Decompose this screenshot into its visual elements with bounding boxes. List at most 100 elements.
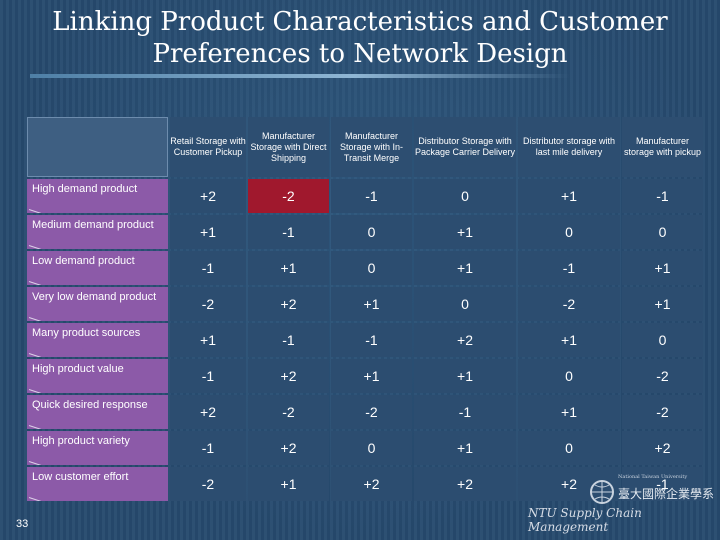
title-line-2: Preferences to Network Design <box>152 39 568 69</box>
header-row: Retail Storage with Customer Pickup Manu… <box>27 117 703 177</box>
table-cell: -2 <box>518 287 620 321</box>
column-header: Manufacturer Storage with In-Transit Mer… <box>331 117 412 177</box>
row-header-decoration <box>28 317 51 321</box>
table-cell: -2 <box>622 395 703 429</box>
table-cell: +2 <box>331 467 412 501</box>
table-cell: -1 <box>622 467 703 501</box>
table-cell: +1 <box>170 323 246 357</box>
row-label: Low demand product <box>32 255 135 267</box>
row-header: Quick desired response <box>27 395 168 429</box>
table-cell: 0 <box>622 215 703 249</box>
table-row: High demand product +2 -2 -1 0 +1 -1 <box>27 179 703 213</box>
row-header-decoration <box>28 425 51 429</box>
row-label: Low customer effort <box>32 471 129 483</box>
table-cell: +1 <box>414 215 516 249</box>
column-header: Retail Storage with Customer Pickup <box>170 117 246 177</box>
table-cell: -2 <box>170 287 246 321</box>
table-cell: 0 <box>414 179 516 213</box>
table-cell: +1 <box>331 287 412 321</box>
row-header: Low customer effort <box>27 467 168 501</box>
column-header: Manufacturer Storage with Direct Shippin… <box>248 117 329 177</box>
row-header: Very low demand product <box>27 287 168 321</box>
table-cell: -2 <box>622 359 703 393</box>
footer-brand: NTU Supply Chain Management <box>528 506 642 534</box>
table-cell: 0 <box>518 215 620 249</box>
table-row: Many product sources +1 -1 -1 +2 +1 0 <box>27 323 703 357</box>
table-cell: +1 <box>518 323 620 357</box>
row-label: High product variety <box>32 435 130 447</box>
table-cell: +2 <box>170 179 246 213</box>
table-row: Very low demand product -2 +2 +1 0 -2 +1 <box>27 287 703 321</box>
table-cell: 0 <box>331 215 412 249</box>
table-cell: +1 <box>622 251 703 285</box>
table-cell: -2 <box>170 467 246 501</box>
table-cell: +2 <box>414 467 516 501</box>
table-cell: -1 <box>248 323 329 357</box>
table-cell: -1 <box>331 179 412 213</box>
network-design-table: Retail Storage with Customer Pickup Manu… <box>25 115 705 503</box>
table-cell: +2 <box>622 431 703 465</box>
table-cell: -1 <box>170 359 246 393</box>
logo-text-main: 臺大國際企業學系 <box>618 486 714 501</box>
row-header: High product variety <box>27 431 168 465</box>
highlighted-cell: -2 <box>248 179 329 213</box>
table-cell: +1 <box>170 215 246 249</box>
row-header-decoration <box>28 461 51 465</box>
corner-cell <box>27 117 168 177</box>
table-row: Low demand product -1 +1 0 +1 -1 +1 <box>27 251 703 285</box>
row-label: Very low demand product <box>32 291 157 303</box>
table-cell: +2 <box>248 359 329 393</box>
row-header-decoration <box>28 353 51 357</box>
table-cell: +2 <box>518 467 620 501</box>
table-row: Low customer effort -2 +1 +2 +2 +2 -1 <box>27 467 703 501</box>
row-header-decoration <box>28 209 51 213</box>
row-header: High demand product <box>27 179 168 213</box>
table-cell: -1 <box>414 395 516 429</box>
column-header: Manufacturer storage with pickup <box>622 117 703 177</box>
table-row: Medium demand product +1 -1 0 +1 0 0 <box>27 215 703 249</box>
table-cell: +1 <box>414 431 516 465</box>
table-cell: +2 <box>170 395 246 429</box>
table-cell: -1 <box>331 323 412 357</box>
table-cell: -1 <box>518 251 620 285</box>
row-label: Quick desired response <box>32 399 148 411</box>
row-label: High product value <box>32 363 124 375</box>
row-header-decoration <box>28 389 51 393</box>
title-line-1: Linking Product Characteristics and Cust… <box>52 7 668 37</box>
row-header: High product value <box>27 359 168 393</box>
table-cell: +1 <box>622 287 703 321</box>
table-cell: +1 <box>331 359 412 393</box>
ntu-logo: National Taiwan University 臺大國際企業學系 <box>590 474 714 504</box>
table-cell: 0 <box>518 359 620 393</box>
row-header: Many product sources <box>27 323 168 357</box>
table-cell: 0 <box>414 287 516 321</box>
table-row: High product variety -1 +2 0 +1 0 +2 <box>27 431 703 465</box>
table-cell: +1 <box>414 359 516 393</box>
table-cell: -1 <box>170 431 246 465</box>
table-cell: +2 <box>248 431 329 465</box>
page-number: 33 <box>16 518 29 530</box>
table-cell: +1 <box>518 179 620 213</box>
row-header-decoration <box>28 281 51 285</box>
title-underline <box>30 74 570 78</box>
table-cell: +1 <box>414 251 516 285</box>
row-label: Medium demand product <box>32 219 154 231</box>
table-cell: +1 <box>518 395 620 429</box>
table-cell: +2 <box>414 323 516 357</box>
row-header-decoration <box>28 245 51 249</box>
table-cell: +2 <box>248 287 329 321</box>
column-header: Distributor Storage with Package Carrier… <box>414 117 516 177</box>
table-cell: 0 <box>622 323 703 357</box>
column-header: Distributor storage with last mile deliv… <box>518 117 620 177</box>
row-header: Low demand product <box>27 251 168 285</box>
table-cell: 0 <box>518 431 620 465</box>
row-label: High demand product <box>32 183 138 195</box>
row-header: Medium demand product <box>27 215 168 249</box>
table-row: Quick desired response +2 -2 -2 -1 +1 -2 <box>27 395 703 429</box>
table-cell: +1 <box>248 251 329 285</box>
table-cell: 0 <box>331 431 412 465</box>
logo-text-top: National Taiwan University <box>618 474 687 480</box>
table-cell: -1 <box>170 251 246 285</box>
table-cell: +1 <box>248 467 329 501</box>
table-cell: -2 <box>248 395 329 429</box>
